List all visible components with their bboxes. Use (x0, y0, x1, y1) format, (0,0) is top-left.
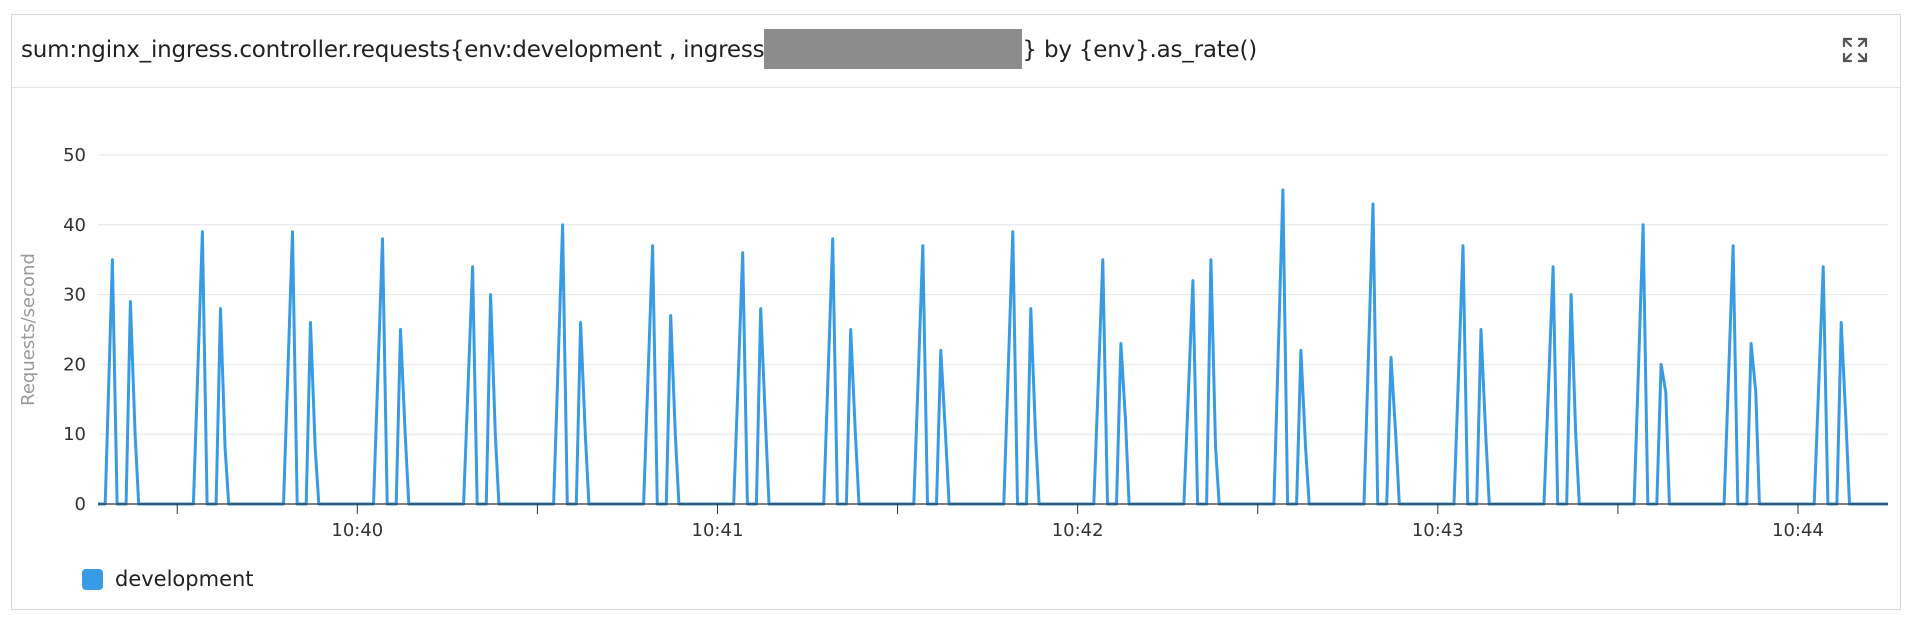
chart-area[interactable]: 0 10 20 30 40 50 Requests/second 10:40 10:41 10:4… (12, 15, 1900, 609)
timeseries-widget: sum:nginx_ingress.controller.requests{en… (11, 14, 1901, 610)
redacted-block (764, 28, 1023, 69)
x-tick-label: 10:40 (331, 520, 383, 541)
title-query-end: } by {env}.as_rate() (1022, 37, 1258, 63)
series-line-development (98, 188, 1888, 506)
y-tick-label: 30 (63, 285, 86, 306)
title-query-start: sum:nginx_ingress.controller.requests{en… (21, 37, 765, 63)
legend-swatch (82, 568, 103, 590)
widget-title: sum:nginx_ingress.controller.requests{en… (21, 28, 1258, 69)
y-tick-label: 40 (63, 215, 86, 236)
y-tick-label: 0 (75, 494, 86, 515)
y-tick-label: 50 (63, 145, 86, 166)
x-tick-label: 10:42 (1052, 520, 1104, 541)
legend-label: development (115, 567, 254, 591)
widget-header: sum:nginx_ingress.controller.requests{en… (12, 15, 1900, 88)
x-tick-label: 10:44 (1772, 520, 1824, 541)
y-tick-label: 10 (63, 424, 86, 445)
x-tick-label: 10:43 (1412, 520, 1464, 541)
legend-item-development[interactable]: development (82, 567, 254, 591)
x-tick-label: 10:41 (692, 520, 744, 541)
y-tick-label: 20 (63, 354, 86, 375)
expand-icon[interactable] (1840, 35, 1870, 65)
y-axis-label: Requests/second (18, 253, 39, 406)
